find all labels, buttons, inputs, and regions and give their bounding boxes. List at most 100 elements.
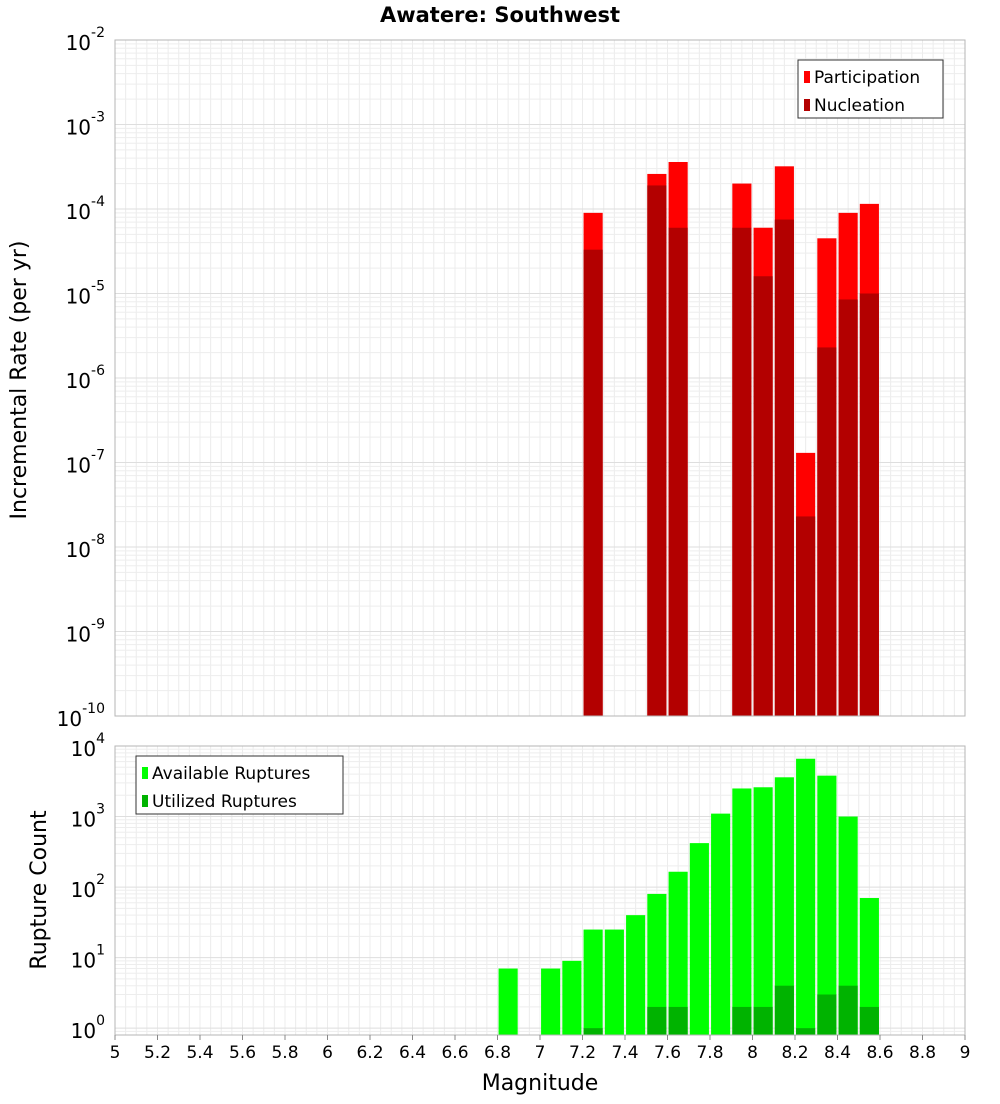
bottom-y-tick-base: 10 — [71, 808, 96, 832]
bottom-y-tick-exponent: 3 — [96, 802, 105, 818]
bottom-y-tick-base: 10 — [71, 737, 96, 761]
bottom-y-tick-exponent: 1 — [96, 943, 105, 959]
bottom-legend-label-0: Available Ruptures — [152, 764, 310, 784]
x-axis-label: Magnitude — [482, 1071, 599, 1096]
bottom-bar-available-ruptures-13 — [796, 758, 816, 1035]
top-y-tick-label-0: 10-10 — [57, 701, 105, 731]
top-y-tick-base: 10 — [66, 454, 91, 478]
bottom-y-tick-label-3: 103 — [71, 802, 105, 832]
top-y-tick-exponent: -3 — [91, 110, 105, 126]
bottom-y-tick-base: 10 — [71, 949, 96, 973]
top-panel: 10-1010-910-810-710-610-510-410-310-2Par… — [57, 25, 966, 731]
top-y-tick-exponent: -8 — [91, 532, 105, 548]
x-tick-label-20: 9 — [960, 1043, 971, 1063]
top-y-tick-base: 10 — [57, 707, 82, 731]
top-y-tick-exponent: -4 — [91, 194, 105, 210]
top-bar-nucleation-2 — [668, 227, 688, 716]
bottom-legend-label-1: Utilized Ruptures — [152, 792, 297, 812]
bottom-legend-swatch-1 — [142, 795, 148, 807]
bottom-y-tick-label-1: 101 — [71, 943, 105, 973]
bottom-y-tick-label-4: 104 — [71, 731, 105, 761]
bottom-y-tick-exponent: 4 — [96, 731, 105, 747]
top-y-tick-label-8: 10-2 — [66, 25, 105, 55]
x-tick-label-18: 8.6 — [866, 1043, 893, 1063]
bottom-bar-available-ruptures-4 — [604, 929, 624, 1035]
bottom-legend: Available Ruptures Utilized Ruptures — [135, 755, 344, 815]
x-tick-label-12: 7.4 — [611, 1043, 638, 1063]
top-y-tick-base: 10 — [66, 369, 91, 393]
top-bar-nucleation-4 — [753, 276, 773, 716]
x-tick-label-5: 6 — [322, 1043, 333, 1063]
x-tick-label-3: 5.6 — [229, 1043, 256, 1063]
top-y-tick-exponent: -9 — [91, 617, 105, 633]
top-bar-nucleation-3 — [732, 227, 752, 716]
top-y-tick-base: 10 — [66, 31, 91, 55]
top-y-tick-label-4: 10-6 — [66, 363, 106, 393]
bottom-bar-available-ruptures-16 — [859, 898, 879, 1035]
bottom-legend-swatch-0 — [142, 767, 148, 779]
plot-layers: 10-1010-910-810-710-610-510-410-310-2Par… — [57, 25, 971, 1063]
top-bar-nucleation-5 — [774, 219, 794, 717]
bottom-y-tick-label-0: 100 — [71, 1013, 105, 1043]
bottom-y-tick-base: 10 — [71, 878, 96, 902]
top-y-tick-exponent: -10 — [82, 701, 105, 717]
x-tick-label-13: 7.6 — [654, 1043, 681, 1063]
bottom-bar-utilized-ruptures-2 — [668, 1006, 688, 1035]
bottom-bar-available-ruptures-8 — [689, 843, 709, 1035]
bottom-bar-available-ruptures-5 — [626, 915, 646, 1035]
bottom-bar-available-ruptures-12 — [774, 777, 794, 1035]
x-tick-label-11: 7.2 — [569, 1043, 596, 1063]
top-y-tick-label-5: 10-5 — [66, 279, 105, 309]
top-y-tick-base: 10 — [66, 116, 91, 140]
top-y-tick-base: 10 — [66, 200, 91, 224]
top-y-tick-label-3: 10-7 — [66, 448, 105, 478]
top-y-tick-label-2: 10-8 — [66, 532, 105, 562]
bottom-bar-available-ruptures-9 — [711, 813, 731, 1035]
bottom-bar-utilized-ruptures-8 — [838, 985, 858, 1035]
chart-title: Awatere: Southwest — [380, 3, 620, 27]
x-tick-label-14: 7.8 — [696, 1043, 723, 1063]
x-tick-label-7: 6.4 — [399, 1043, 426, 1063]
top-y-tick-label-6: 10-4 — [66, 194, 106, 224]
bottom-bar-utilized-ruptures-1 — [647, 1006, 667, 1035]
bottom-bar-available-ruptures-3 — [583, 929, 603, 1035]
top-legend: Participation Nucleation — [797, 59, 944, 119]
x-tick-label-2: 5.4 — [186, 1043, 213, 1063]
top-legend-swatch-0 — [804, 71, 810, 83]
top-bar-nucleation-1 — [647, 185, 667, 717]
top-y-axis-label: Incremental Rate (per yr) — [7, 241, 32, 520]
top-bar-nucleation-9 — [859, 293, 879, 716]
bottom-bar-utilized-ruptures-5 — [774, 985, 794, 1035]
top-y-tick-exponent: -6 — [91, 363, 105, 379]
bottom-bar-available-ruptures-6 — [647, 893, 667, 1035]
x-tick-label-10: 7 — [535, 1043, 546, 1063]
top-plot-border — [114, 39, 966, 717]
bottom-bar-available-ruptures-14 — [817, 775, 837, 1035]
top-bar-nucleation-0 — [583, 249, 603, 716]
x-tick-label-16: 8.2 — [781, 1043, 808, 1063]
bottom-bar-utilized-ruptures-7 — [817, 994, 837, 1035]
top-y-tick-exponent: -2 — [91, 25, 105, 41]
bottom-bar-utilized-ruptures-3 — [732, 1006, 752, 1035]
x-tick-label-4: 5.8 — [271, 1043, 298, 1063]
top-legend-swatch-1 — [804, 99, 810, 111]
top-y-tick-exponent: -5 — [91, 279, 105, 295]
bottom-bar-utilized-ruptures-9 — [859, 1006, 879, 1035]
x-tick-label-15: 8 — [747, 1043, 758, 1063]
bottom-y-tick-base: 10 — [71, 1019, 96, 1043]
top-y-tick-base: 10 — [66, 623, 91, 647]
bottom-y-tick-exponent: 2 — [96, 872, 105, 888]
top-legend-label-1: Nucleation — [814, 96, 905, 116]
top-bar-nucleation-8 — [838, 299, 858, 716]
x-tick-label-19: 8.8 — [909, 1043, 936, 1063]
bottom-bar-available-ruptures-1 — [541, 968, 561, 1035]
bottom-bar-utilized-ruptures-6 — [796, 1028, 816, 1035]
bottom-bar-available-ruptures-7 — [668, 871, 688, 1035]
x-tick-label-6: 6.2 — [356, 1043, 383, 1063]
x-tick-label-1: 5.2 — [144, 1043, 171, 1063]
bottom-bar-available-ruptures-11 — [753, 787, 773, 1035]
x-tick-label-9: 6.8 — [484, 1043, 511, 1063]
top-y-tick-exponent: -7 — [91, 448, 105, 464]
